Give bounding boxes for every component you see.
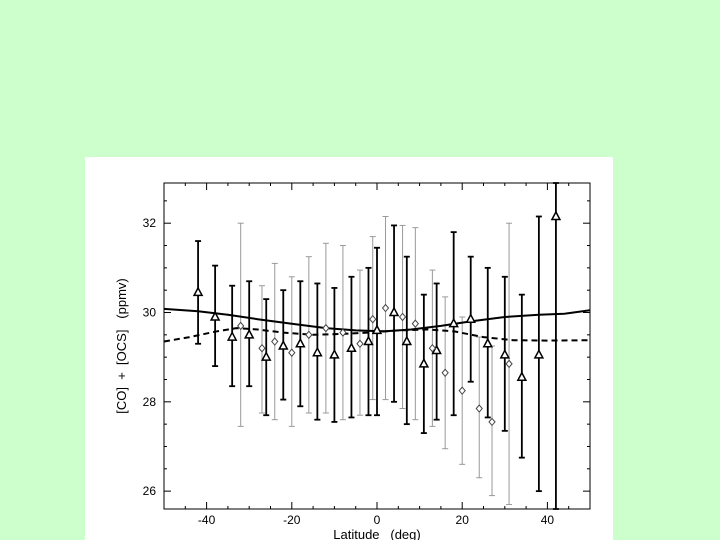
diamond-marker	[339, 328, 347, 337]
y-axis-label: [CO] + [OCS] (ppmv)	[114, 278, 129, 413]
triangle-marker	[278, 339, 289, 350]
model-lines	[163, 307, 591, 343]
x-tick-label: -20	[283, 513, 301, 527]
diamond-marker	[258, 343, 266, 353]
y-tick-label: 30	[143, 306, 157, 320]
x-tick-label: -40	[198, 513, 216, 527]
triangle-marker	[260, 351, 272, 361]
chart: -40 -20 0 20 40 26 28 30 32 Latitude (deg) [CO]…	[114, 182, 591, 540]
triangle-marker	[363, 335, 374, 346]
x-tick-label: 20	[456, 513, 470, 527]
diamond-marker	[322, 323, 330, 333]
dashed-model-line	[163, 327, 591, 343]
diamond-marker	[475, 404, 483, 413]
triangle-marker	[448, 317, 459, 328]
diamond-marker	[411, 319, 419, 328]
x-axis-label: Latitude (deg)	[333, 527, 420, 540]
diamond-marker	[288, 348, 296, 357]
x-tick-label: 0	[374, 513, 381, 527]
triangle-marker	[371, 324, 383, 335]
y-tick-label: 26	[143, 484, 157, 498]
diamond-marker	[369, 314, 377, 324]
triangle-marker	[516, 371, 528, 382]
y-tick-label: 28	[143, 395, 157, 409]
diamond-marker	[428, 343, 437, 353]
y-axis-ticks: 26 28 30 32	[143, 200, 590, 498]
triangle-marker	[550, 210, 562, 221]
triangle-marker	[329, 348, 340, 359]
triangle-marker	[465, 313, 476, 323]
diamond-marker	[237, 321, 245, 331]
diamond-marker	[488, 417, 496, 427]
diamond-marker	[398, 312, 407, 322]
triangle-marker	[533, 348, 545, 359]
data-markers	[192, 210, 562, 427]
error-bars	[195, 182, 559, 510]
diamond-marker	[381, 303, 390, 313]
triangle-marker	[499, 348, 511, 359]
triangle-marker	[295, 337, 306, 348]
diamond-marker	[356, 339, 364, 349]
x-axis-ticks: -40 -20 0 20 40	[163, 183, 591, 527]
triangle-marker	[226, 330, 238, 341]
x-tick-label: 40	[541, 513, 555, 527]
triangle-marker	[243, 328, 255, 339]
diamond-marker	[458, 386, 466, 395]
triangle-marker	[209, 310, 221, 321]
diamond-marker	[305, 330, 313, 340]
diamond-marker	[441, 368, 449, 378]
triangle-marker	[312, 346, 323, 357]
triangle-marker	[388, 306, 400, 317]
triangle-marker	[346, 342, 357, 352]
triangle-marker	[418, 357, 430, 368]
triangle-marker	[482, 337, 494, 348]
diamond-marker	[505, 359, 513, 369]
diamond-marker	[271, 337, 279, 346]
y-tick-label: 32	[143, 216, 157, 230]
figure-panel: -40 -20 0 20 40 26 28 30 32 Latitude (deg) [CO]…	[85, 157, 613, 540]
triangle-marker	[192, 286, 204, 297]
triangle-marker	[401, 335, 413, 346]
